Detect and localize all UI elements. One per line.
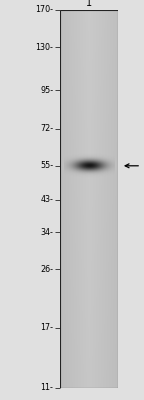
Text: 130-: 130-: [35, 42, 53, 52]
Text: 11-: 11-: [40, 384, 53, 392]
Text: 43-: 43-: [40, 195, 53, 204]
Text: 1: 1: [86, 0, 92, 8]
Text: 26-: 26-: [40, 265, 53, 274]
Text: 170-: 170-: [35, 6, 53, 14]
Text: 34-: 34-: [40, 228, 53, 237]
Text: 95-: 95-: [40, 86, 53, 95]
Text: 72-: 72-: [40, 124, 53, 133]
Text: 17-: 17-: [40, 323, 53, 332]
Text: 55-: 55-: [40, 161, 53, 170]
